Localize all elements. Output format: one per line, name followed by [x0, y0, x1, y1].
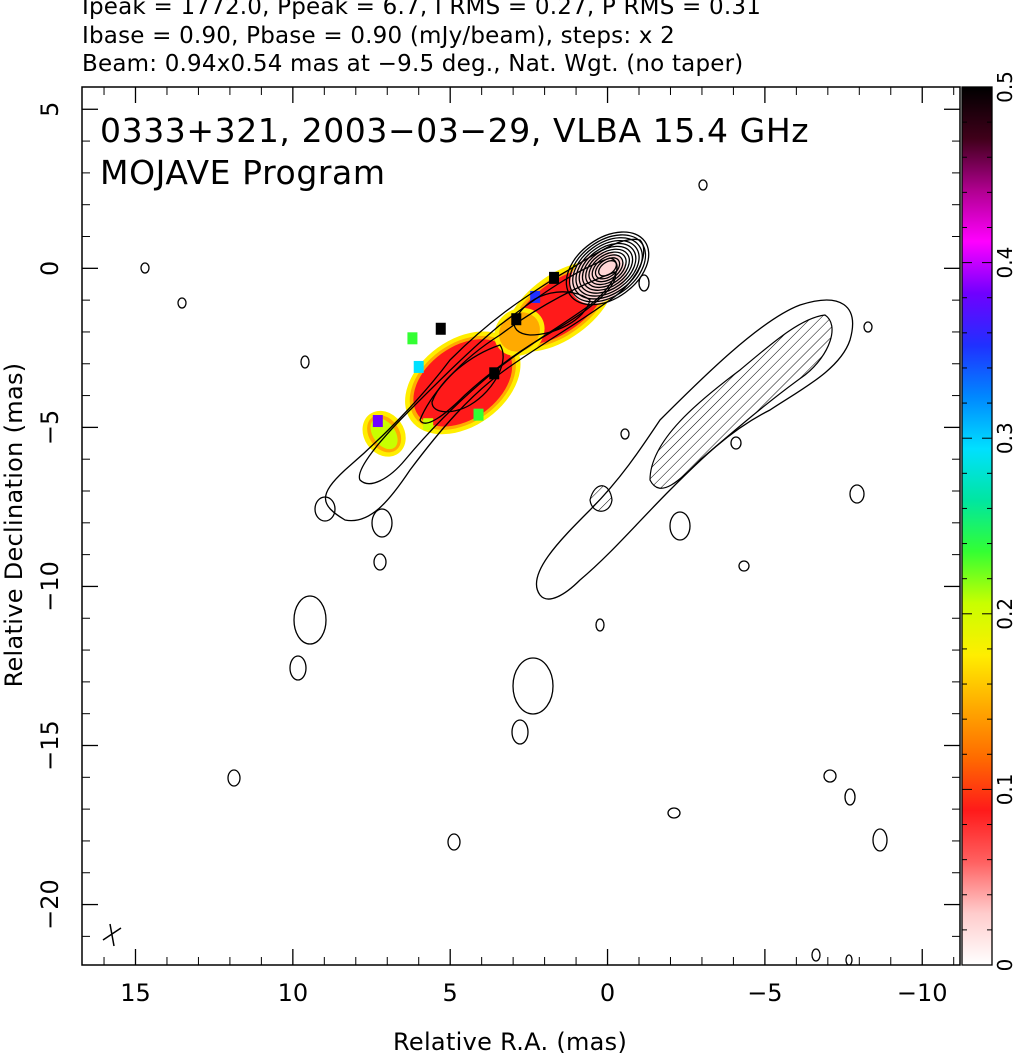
noise-contour: [845, 954, 853, 966]
noise-contour: [823, 769, 837, 783]
x-axis-label: Relative R.A. (mas): [393, 1028, 628, 1056]
noise-contour: [177, 297, 187, 309]
noise-contour: [667, 807, 681, 819]
noise-contour: [844, 788, 856, 806]
polarization-pixel: [407, 332, 418, 345]
x-tick-label: 15: [120, 979, 151, 1007]
jet-contour: [431, 344, 504, 413]
polarization-pixel: [413, 360, 424, 373]
y-tick-label: −20: [36, 879, 64, 930]
noise-contour: [738, 560, 750, 572]
polarization-pixel: [511, 313, 522, 326]
polarization-pixel: [435, 322, 446, 335]
header-line-2: Ibase = 0.90, Pbase = 0.90 (mJy/beam), s…: [82, 23, 675, 49]
y-tick-label: −10: [36, 561, 64, 612]
polarization-pixel: [530, 290, 541, 303]
noise-contour: [730, 436, 742, 450]
x-tick-label: −5: [747, 979, 782, 1007]
polarization-pixel: [423, 418, 434, 431]
colorbar-tick-label: 0.1: [993, 773, 1017, 805]
core-contour: [565, 231, 650, 306]
y-tick-label: −15: [36, 720, 64, 771]
colorbar: [961, 86, 993, 966]
noise-contour: [289, 655, 307, 681]
noise-contour: [511, 719, 529, 745]
polarization-pixel: [489, 367, 500, 380]
core-contour: [578, 242, 637, 294]
depolarized-hatch-region: [649, 314, 833, 489]
beam-marker: [102, 923, 122, 947]
jet-contour: [325, 238, 645, 522]
x-tick-label: −10: [897, 979, 948, 1007]
noise-contour: [371, 508, 393, 538]
polarization-pixel: [549, 271, 560, 284]
depolarized-hatch-region: [589, 485, 613, 512]
header-line-1: Ipeak = 1772.0, Ppeak = 6.7, I RMS = 0.2…: [82, 0, 762, 20]
noise-contour: [595, 618, 605, 632]
noise-contour: [293, 595, 327, 645]
colorbar-tick-label: 0.4: [993, 247, 1017, 279]
y-axis-label: Relative Declination (mas): [0, 362, 28, 688]
noise-contour: [849, 484, 865, 504]
x-tick-label: 5: [443, 979, 458, 1007]
x-tick-label: 0: [600, 979, 615, 1007]
plot-frame: [81, 86, 961, 966]
y-tick-label: −5: [36, 410, 64, 445]
x-tick-label: 10: [278, 979, 309, 1007]
colorbar-tick-label: 0.5: [993, 71, 1017, 103]
polarization-pixel: [473, 408, 484, 421]
jet-contour: [419, 271, 617, 424]
colorbar-tick-label: 0.3: [993, 422, 1017, 454]
noise-contour: [863, 321, 873, 333]
colorbar-tick-label: 0: [993, 959, 1017, 972]
map-subtitle: MOJAVE Program: [100, 153, 386, 192]
noise-contour: [669, 511, 691, 541]
noise-contour: [227, 769, 241, 787]
noise-contour: [140, 262, 150, 274]
counterjet-contour: [535, 299, 854, 600]
noise-contour: [811, 948, 821, 962]
y-tick-label: 0: [36, 261, 64, 276]
colorbar-tick-label: 0.2: [993, 598, 1017, 630]
noise-contour: [314, 496, 336, 522]
polarization-pixel: [372, 415, 383, 428]
jet-contour: [513, 291, 591, 336]
core-contour: [572, 237, 643, 300]
noise-contour: [512, 657, 554, 715]
noise-contour: [872, 828, 888, 852]
core-contour: [575, 239, 640, 297]
header-line-3: Beam: 0.94x0.54 mas at −9.5 deg., Nat. W…: [82, 51, 744, 77]
core-contour: [594, 257, 621, 280]
noise-contour: [620, 428, 630, 440]
noise-contour: [638, 274, 650, 292]
y-tick-label: 5: [36, 102, 64, 117]
polarization-patch: [413, 339, 513, 427]
noise-contour: [373, 553, 387, 571]
noise-contour: [300, 355, 310, 369]
noise-contour: [447, 833, 461, 851]
map-title: 0333+321, 2003−03−29, VLBA 15.4 GHz: [100, 111, 810, 150]
jet-contour: [358, 257, 618, 485]
noise-contour: [698, 179, 708, 191]
